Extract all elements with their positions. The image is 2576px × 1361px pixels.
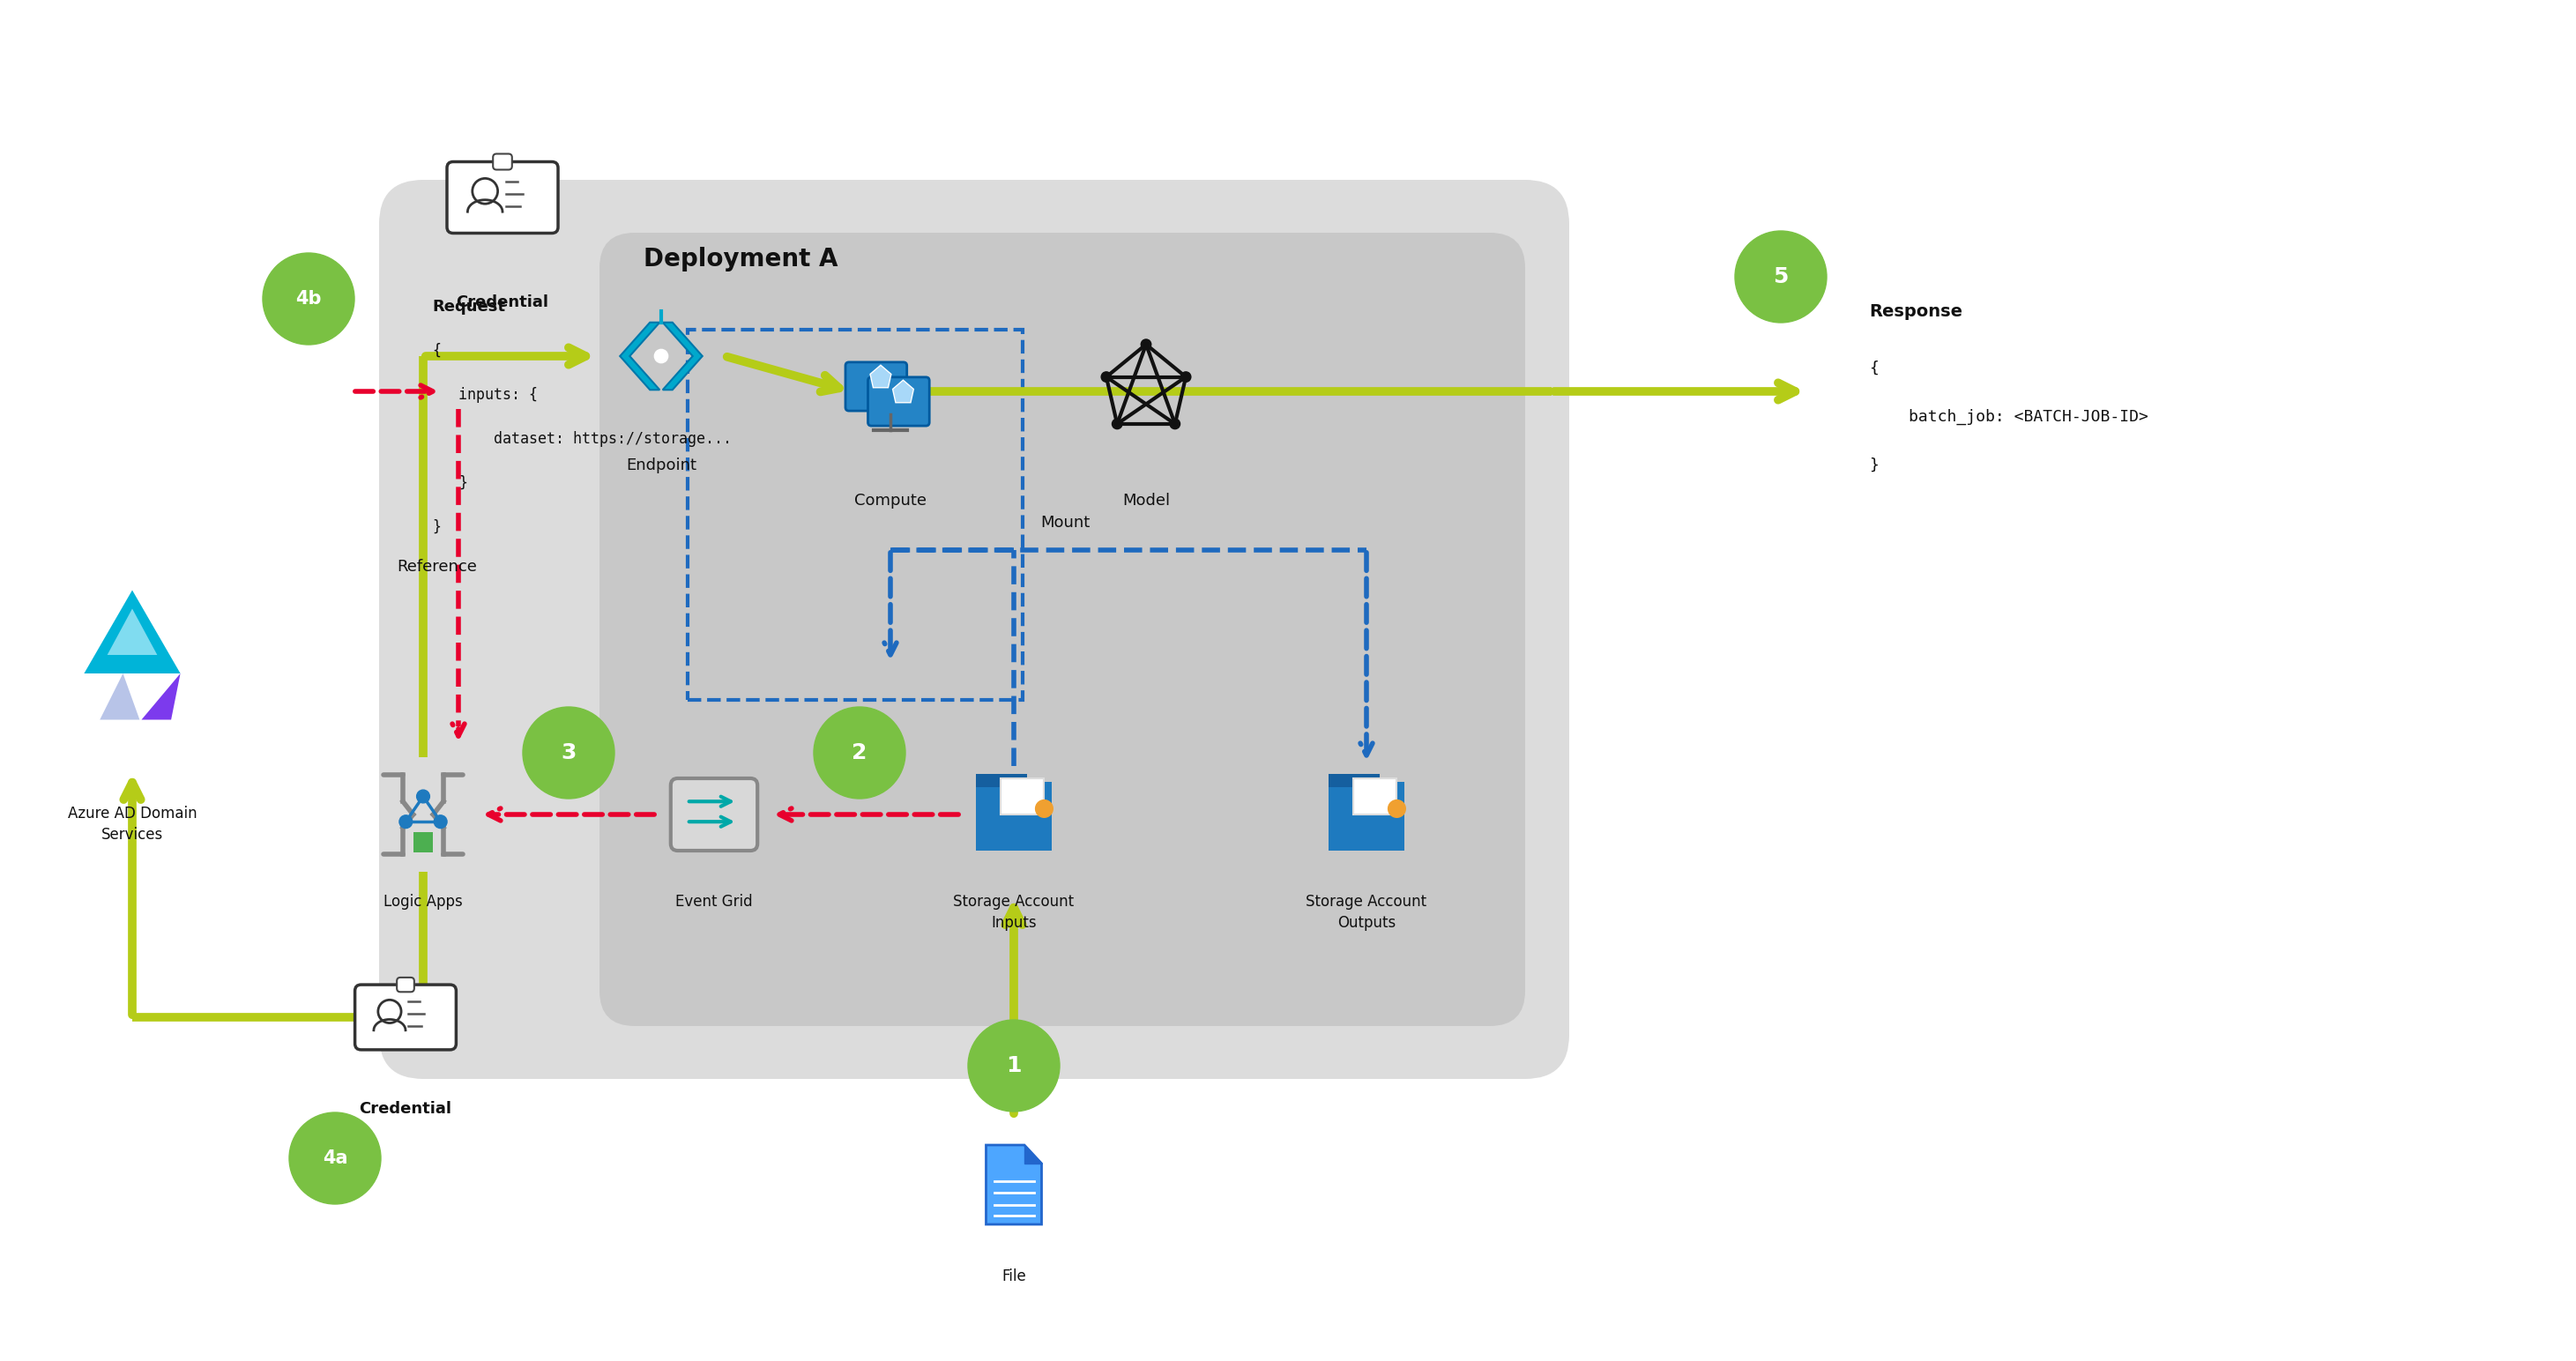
Text: Deployment A: Deployment A — [644, 246, 837, 271]
FancyBboxPatch shape — [1002, 778, 1043, 814]
Circle shape — [289, 1112, 381, 1204]
Text: 3: 3 — [562, 742, 577, 764]
Text: Model: Model — [1123, 493, 1170, 509]
FancyBboxPatch shape — [845, 362, 907, 411]
Text: Storage Account
Inputs: Storage Account Inputs — [953, 894, 1074, 931]
Polygon shape — [1025, 1145, 1041, 1164]
Polygon shape — [894, 380, 914, 403]
Polygon shape — [621, 323, 659, 389]
FancyBboxPatch shape — [415, 832, 433, 852]
Text: Endpoint: Endpoint — [626, 457, 696, 474]
Circle shape — [417, 789, 430, 803]
Polygon shape — [85, 591, 180, 674]
Text: Mount: Mount — [1041, 514, 1090, 531]
Text: File: File — [1002, 1268, 1025, 1285]
Text: }: } — [433, 519, 440, 535]
FancyBboxPatch shape — [492, 154, 513, 170]
Text: Reference: Reference — [397, 559, 477, 574]
Circle shape — [654, 350, 667, 363]
Circle shape — [263, 253, 355, 344]
Text: 4b: 4b — [296, 290, 322, 308]
Text: 1: 1 — [1007, 1055, 1023, 1077]
Polygon shape — [987, 1145, 1041, 1225]
Circle shape — [814, 706, 904, 799]
FancyBboxPatch shape — [1329, 774, 1381, 787]
FancyBboxPatch shape — [670, 778, 757, 851]
Polygon shape — [100, 674, 139, 720]
Text: inputs: {: inputs: { — [459, 387, 538, 403]
Polygon shape — [662, 323, 703, 389]
Text: Logic Apps: Logic Apps — [384, 894, 464, 909]
Text: Azure AD Domain
Services: Azure AD Domain Services — [67, 806, 196, 842]
Text: Response: Response — [1870, 304, 1963, 320]
Polygon shape — [108, 608, 157, 655]
Circle shape — [1180, 372, 1190, 382]
Circle shape — [1170, 419, 1180, 429]
Text: Credential: Credential — [358, 1101, 451, 1117]
Polygon shape — [871, 365, 891, 388]
Text: Storage Account
Outputs: Storage Account Outputs — [1306, 894, 1427, 931]
Circle shape — [1388, 800, 1406, 818]
Text: 5: 5 — [1772, 267, 1788, 287]
Circle shape — [523, 706, 616, 799]
Bar — [688, 329, 1023, 700]
FancyBboxPatch shape — [1352, 778, 1396, 814]
FancyBboxPatch shape — [976, 774, 1028, 787]
Text: 2: 2 — [853, 742, 868, 764]
Polygon shape — [142, 674, 180, 720]
Circle shape — [969, 1019, 1059, 1112]
FancyBboxPatch shape — [397, 977, 415, 992]
Circle shape — [433, 815, 448, 829]
Text: 4a: 4a — [322, 1150, 348, 1168]
FancyBboxPatch shape — [1329, 783, 1404, 851]
Text: Credential: Credential — [456, 294, 549, 310]
Text: dataset: https://storage...: dataset: https://storage... — [495, 431, 732, 446]
FancyBboxPatch shape — [976, 783, 1051, 851]
Text: {: { — [1870, 361, 1878, 377]
Text: Event Grid: Event Grid — [675, 894, 752, 909]
Text: }: } — [1870, 457, 1878, 474]
Circle shape — [1141, 339, 1151, 350]
FancyBboxPatch shape — [868, 377, 930, 426]
Circle shape — [1736, 231, 1826, 323]
Text: batch_job: <BATCH-JOB-ID>: batch_job: <BATCH-JOB-ID> — [1909, 410, 2148, 425]
Circle shape — [1103, 372, 1110, 382]
Circle shape — [1113, 419, 1123, 429]
Text: }: } — [459, 475, 466, 491]
FancyBboxPatch shape — [448, 162, 559, 233]
FancyBboxPatch shape — [600, 233, 1525, 1026]
Circle shape — [399, 815, 412, 829]
Circle shape — [1036, 800, 1054, 818]
FancyBboxPatch shape — [379, 180, 1569, 1079]
FancyBboxPatch shape — [355, 985, 456, 1049]
Text: Request: Request — [433, 299, 505, 314]
Text: Compute: Compute — [855, 493, 927, 509]
Text: {: { — [433, 343, 440, 359]
